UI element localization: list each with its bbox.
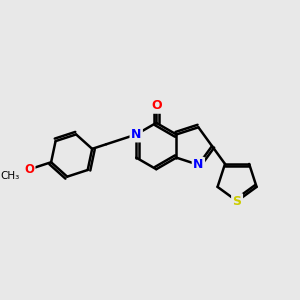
Text: O: O bbox=[151, 99, 162, 112]
Text: N: N bbox=[193, 158, 204, 171]
Text: CH₃: CH₃ bbox=[1, 171, 20, 181]
Text: O: O bbox=[24, 163, 34, 176]
Text: N: N bbox=[131, 128, 141, 141]
Text: S: S bbox=[232, 195, 242, 208]
